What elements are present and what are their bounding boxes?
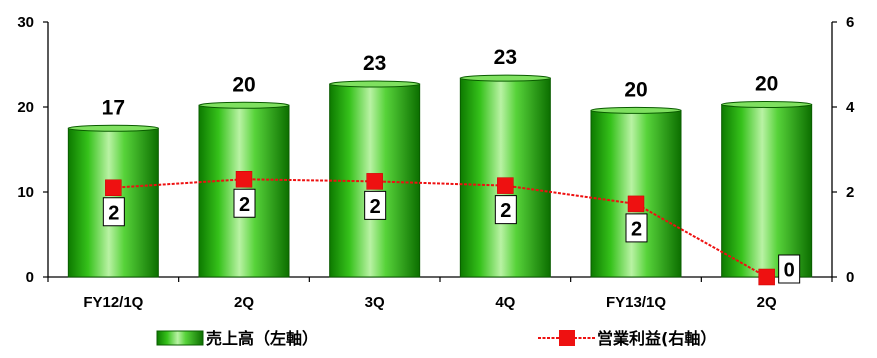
sales-bar [590, 109, 682, 278]
sales-value-label: 23 [494, 46, 517, 69]
x-tick-label: FY13/1Q [606, 294, 666, 311]
profit-value-label: 2 [500, 200, 511, 222]
x-tick-label: FY12/1Q [83, 294, 143, 311]
profit-label-box [494, 195, 517, 225]
profit-value-label: 2 [108, 202, 119, 224]
profit-value-label: 2 [631, 218, 642, 240]
left-tick-label: 20 [17, 99, 34, 116]
profit-point [758, 268, 775, 286]
sales-value-label: 20 [232, 73, 255, 96]
right-tick-label: 4 [846, 99, 855, 116]
bars [67, 74, 813, 278]
legend-label-sales: 売上高（左軸） [206, 329, 318, 348]
sales-value-label: 17 [102, 96, 125, 119]
x-tick-label: 2Q [757, 294, 777, 311]
x-tick-label: 4Q [495, 294, 515, 311]
profit-label-box [625, 213, 648, 243]
profit-value-label: 2 [239, 194, 250, 216]
sales-bar-top [329, 80, 421, 88]
right-tick-label: 2 [846, 184, 854, 201]
legend-swatch-sales [156, 330, 204, 346]
legend: 売上高（左軸） 営業利益(右軸） [156, 329, 716, 348]
left-tick-label: 0 [26, 269, 34, 286]
sales-bar [721, 103, 813, 278]
profit-value-label: 0 [784, 260, 795, 282]
x-tick-label: 2Q [234, 294, 254, 311]
sales-bar-top [721, 100, 813, 108]
x-tick-label: 3Q [365, 294, 385, 311]
profit-point [105, 179, 122, 196]
sales-bar-top [590, 106, 682, 114]
profit-line [105, 171, 775, 286]
right-tick-label: 0 [846, 269, 854, 286]
profit-label-box [778, 254, 801, 284]
sales-value-label: 20 [624, 78, 647, 101]
profit-series-line [113, 178, 768, 278]
sales-bar-top [459, 74, 551, 82]
profit-label-box [102, 197, 125, 227]
left-tick-label: 10 [17, 184, 34, 201]
profit-point [235, 171, 253, 188]
profit-point [627, 195, 645, 213]
profit-point [497, 177, 514, 194]
profit-label-box [233, 188, 256, 218]
profit-label-box [364, 190, 387, 220]
sales-value-label: 20 [755, 72, 778, 95]
legend-label-profit: 営業利益(右軸） [597, 329, 716, 348]
profit-value-label: 2 [370, 196, 381, 218]
sales-bar-top [67, 124, 159, 132]
profit-point [366, 173, 383, 190]
legend-swatch-profit-marker [559, 330, 575, 346]
right-tick-label: 6 [846, 14, 854, 31]
sales-bar-top [198, 101, 290, 109]
sales-value-label: 23 [363, 52, 386, 75]
left-tick-label: 30 [17, 14, 34, 31]
